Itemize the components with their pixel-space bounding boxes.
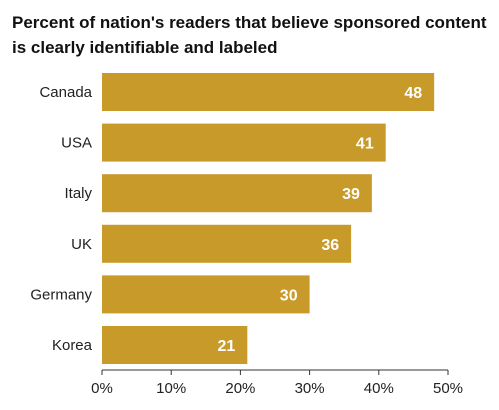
category-label: USA — [61, 135, 92, 152]
chart-title: Percent of nation's readers that believe… — [12, 13, 487, 57]
data-label: 39 — [342, 186, 360, 203]
bar-germany — [102, 275, 310, 314]
data-label: 41 — [356, 136, 374, 153]
data-label: 48 — [404, 85, 422, 102]
x-tick-label: 10% — [156, 380, 186, 397]
data-label: 21 — [218, 338, 236, 355]
x-tick-label: 30% — [295, 380, 325, 397]
bar-uk — [102, 224, 352, 263]
category-label: Korea — [52, 337, 93, 354]
category-label: Canada — [39, 84, 92, 101]
bar-canada — [102, 73, 435, 111]
x-tick-label: 40% — [364, 380, 394, 397]
x-tick-label: 0% — [91, 380, 113, 397]
category-label: UK — [71, 236, 92, 253]
category-label: Italy — [64, 185, 92, 202]
bar-italy — [102, 174, 372, 213]
bar-usa — [102, 123, 386, 162]
bars-group — [102, 73, 435, 364]
x-tick-label: 50% — [433, 380, 463, 397]
bar-korea — [102, 326, 248, 364]
category-labels: Canada USA Italy UK Germany Korea — [30, 84, 92, 354]
data-label: 30 — [280, 287, 298, 304]
x-axis: 0% 10% 20% 30% 40% 50% — [91, 369, 463, 397]
x-tick-label: 20% — [225, 380, 255, 397]
data-labels: 48 41 39 36 30 21 — [218, 85, 423, 355]
category-label: Germany — [30, 286, 92, 303]
data-label: 36 — [321, 237, 339, 254]
